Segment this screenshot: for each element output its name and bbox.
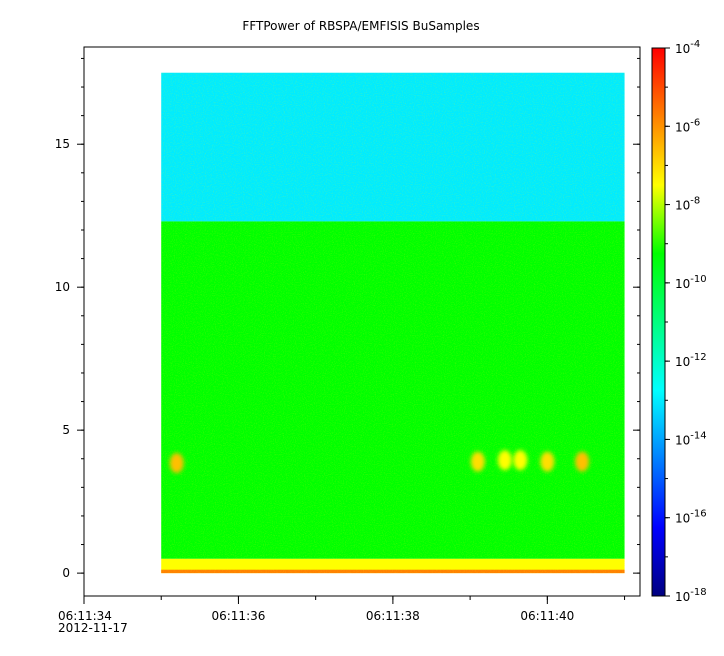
burst-2: [497, 450, 512, 471]
colorbar-tick-label: 10-6: [675, 117, 700, 134]
burst-3: [513, 450, 528, 471]
colorbar: [651, 47, 666, 597]
colorbar-tick-label: 10-10: [675, 274, 707, 291]
y-tick-label: 15: [55, 137, 70, 151]
x-tick-label: 06:11:36: [211, 609, 265, 623]
x-axis: 06:11:34 06:11:36 06:11:38 06:11:40: [58, 596, 626, 623]
burst-0: [169, 453, 184, 474]
x-date-label: 2012-11-17: [58, 621, 128, 635]
y-tick-label: 10: [55, 280, 70, 294]
spectrogram-texture: [161, 72, 625, 574]
burst-1: [470, 451, 485, 472]
x-tick-label: 06:11:34: [58, 609, 112, 623]
y-tick-label: 5: [62, 423, 70, 437]
colorbar-tick-label: 10-4: [675, 39, 700, 56]
colorbar-axis: 10-4 10-6 10-8 10-10 10-12 10-14 10-16 10-18: [665, 39, 707, 604]
chart-title: FFTPower of RBSPA/EMFISIS BuSamples: [242, 19, 479, 33]
colorbar-tick-label: 10-14: [675, 430, 707, 447]
colorbar-tick-label: 10-8: [675, 196, 700, 213]
y-axis: 0 5 10 15: [55, 57, 640, 580]
y-tick-label: 0: [62, 566, 70, 580]
x-tick-label: 06:11:40: [520, 609, 574, 623]
colorbar-tick-label: 10-12: [675, 352, 707, 369]
spectrogram-image: [161, 72, 625, 574]
colorbar-tick-label: 10-16: [675, 509, 707, 526]
burst-4: [540, 451, 555, 472]
burst-5: [575, 451, 590, 472]
colorbar-tick-label: 10-18: [675, 587, 707, 604]
x-tick-label: 06:11:38: [366, 609, 420, 623]
